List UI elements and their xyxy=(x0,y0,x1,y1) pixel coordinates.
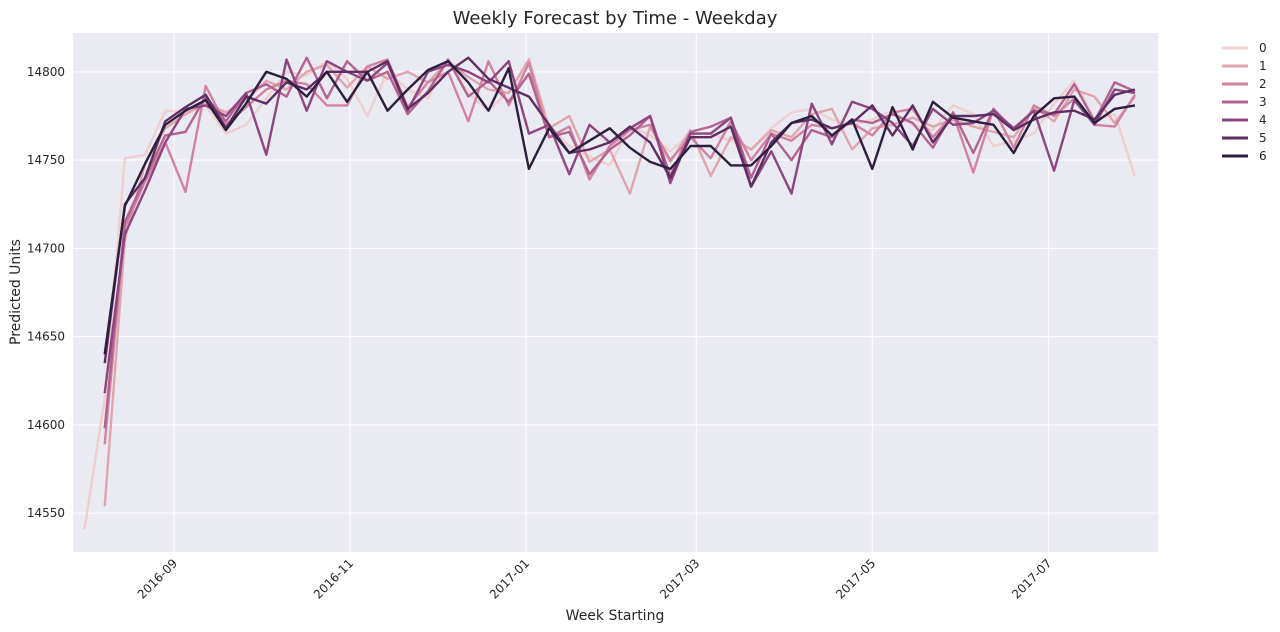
y-tick-label: 14700 xyxy=(27,241,65,255)
y-tick-label: 14600 xyxy=(27,418,65,432)
legend-label-4: 4 xyxy=(1259,113,1267,127)
x-tick-label: 2017-03 xyxy=(657,556,702,601)
legend-label-2: 2 xyxy=(1259,77,1267,91)
x-tick-label: 2017-07 xyxy=(1009,556,1054,601)
x-tick-label: 2017-01 xyxy=(487,556,532,601)
series-line-0 xyxy=(83,58,1137,530)
y-tick-label: 14750 xyxy=(27,153,65,167)
x-axis-ticks: 2016-09 2016-11 2017-01 2017-03 2017-05 2017-… xyxy=(135,556,1055,601)
legend-label-6: 6 xyxy=(1259,149,1267,163)
legend-label-5: 5 xyxy=(1259,131,1267,145)
x-tick-label: 2016-09 xyxy=(135,556,180,601)
x-tick-label: 2017-05 xyxy=(833,556,878,601)
series-line-5 xyxy=(103,56,1136,364)
y-tick-label: 14800 xyxy=(27,65,65,79)
legend-label-1: 1 xyxy=(1259,59,1267,73)
y-axis-label: Predicted Units xyxy=(8,239,24,345)
y-axis-ticks: 14550 14600 14650 14700 14750 14800 xyxy=(27,65,65,520)
y-tick-label: 14550 xyxy=(27,506,65,520)
y-tick-label: 14650 xyxy=(27,330,65,344)
legend-label-0: 0 xyxy=(1259,41,1267,55)
x-tick-label: 2016-11 xyxy=(311,556,356,601)
series-line-6 xyxy=(103,60,1136,355)
series-lines xyxy=(83,56,1137,530)
legend: 0 1 2 3 4 5 6 xyxy=(1222,41,1267,163)
chart-title: Weekly Forecast by Time - Weekday xyxy=(453,8,778,29)
series-line-3 xyxy=(103,56,1136,429)
x-axis-label: Week Starting xyxy=(566,608,665,624)
legend-label-3: 3 xyxy=(1259,95,1267,109)
